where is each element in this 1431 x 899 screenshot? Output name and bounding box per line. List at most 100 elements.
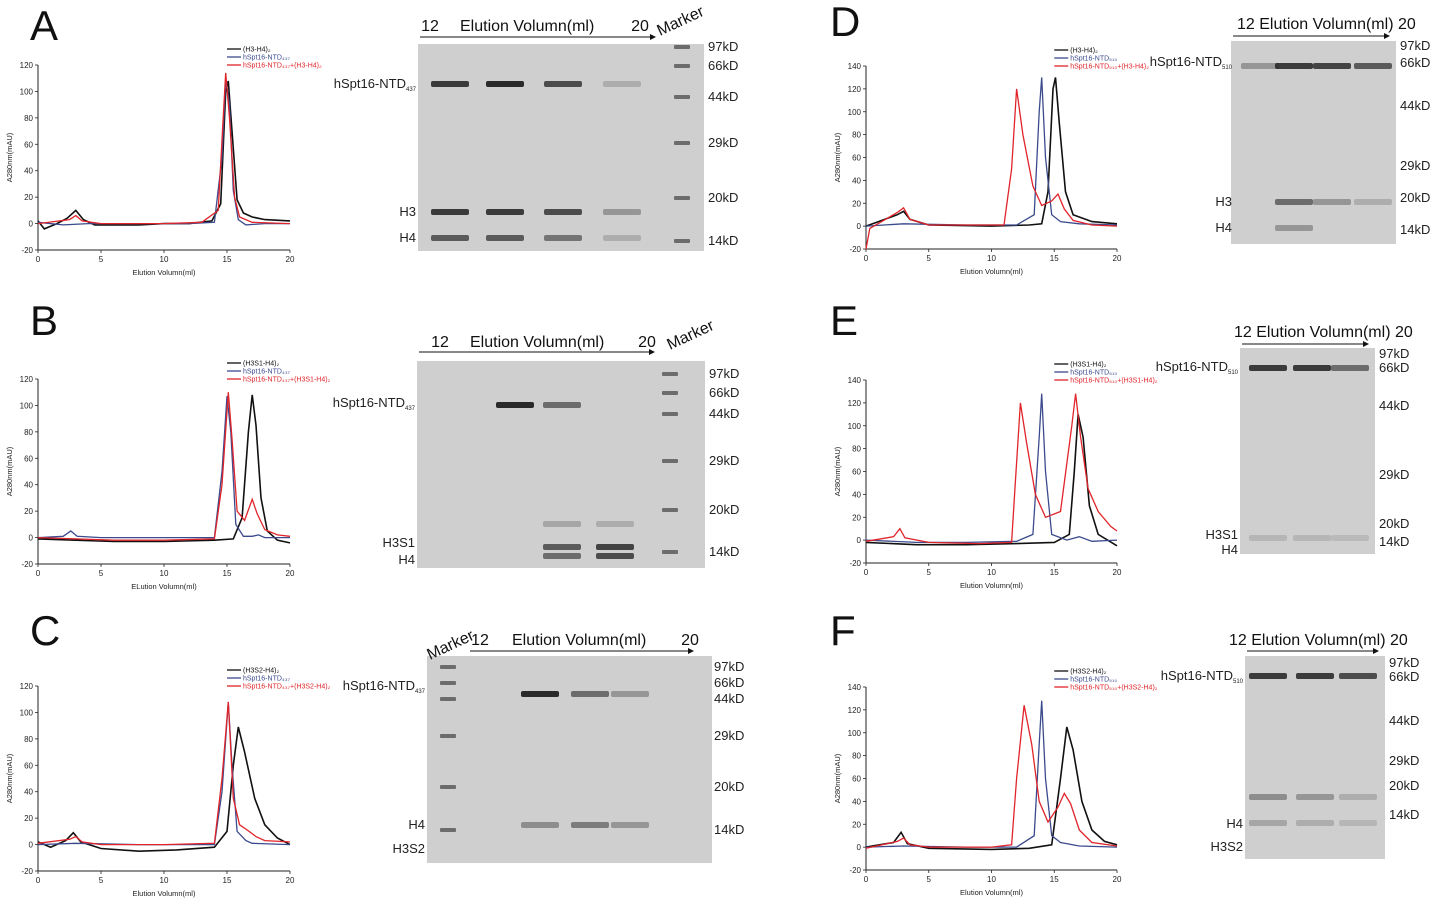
series-line-black	[865, 77, 1118, 227]
y-tick-label: 120	[848, 85, 862, 94]
marker-band	[674, 196, 690, 200]
x-tick-label: 20	[286, 255, 295, 264]
y-tick-label: 40	[24, 788, 33, 797]
marker-band	[662, 391, 678, 395]
panel-label: A	[30, 2, 58, 49]
protein-label: hSpt16-NTD437	[343, 678, 426, 695]
protein-label: H4	[398, 552, 415, 567]
series-line-black	[865, 726, 1118, 851]
protein-band	[596, 553, 634, 559]
protein-label: H4	[399, 230, 416, 245]
protein-label: hSpt16-NTD437	[333, 395, 416, 412]
protein-band	[1293, 535, 1331, 541]
size-marker-label: 14kD	[714, 822, 744, 837]
arrow-head	[649, 349, 655, 355]
series-line-red	[37, 72, 291, 225]
marker-band	[440, 785, 456, 789]
protein-band	[571, 822, 609, 828]
legend-entry: hSpt16-NTD₄₃₇+(H3S2-H4)₂	[243, 684, 331, 691]
size-marker-label: 44kD	[714, 691, 744, 706]
lane-end-label: 20	[681, 632, 699, 649]
y-tick-label: 80	[24, 114, 33, 123]
y-tick-label: 120	[20, 375, 34, 384]
size-marker-label: 44kD	[1379, 398, 1409, 413]
y-tick-label: 0	[29, 534, 34, 543]
marker-band	[674, 64, 690, 68]
y-tick-label: 100	[20, 87, 34, 96]
x-tick-label: 20	[1113, 254, 1122, 263]
series-line-blue	[865, 77, 1118, 227]
protein-band	[611, 822, 649, 828]
x-tick-label: 15	[1050, 254, 1059, 263]
series-line-red	[865, 393, 1118, 545]
elution-volume-label: 12 Elution Volumn(ml) 20	[1234, 324, 1413, 341]
size-marker-label: 14kD	[1400, 222, 1430, 237]
lane-end-label: 20	[631, 18, 649, 35]
x-axis-label: Elution Volumn(ml)	[133, 268, 196, 277]
protein-band	[544, 235, 582, 241]
y-tick-label: 60	[852, 775, 861, 784]
size-marker-label: 66kD	[708, 58, 738, 73]
size-marker-label: 14kD	[1389, 807, 1419, 822]
y-tick-label: -20	[21, 560, 33, 569]
protein-label: H3S1	[1205, 527, 1238, 542]
size-marker-label: 29kD	[708, 135, 738, 150]
y-tick-label: 60	[852, 154, 861, 163]
y-tick-label: 100	[848, 729, 862, 738]
protein-band	[544, 209, 582, 215]
size-marker-label: 29kD	[1379, 467, 1409, 482]
y-axis-label: A280nm(mAU)	[5, 753, 14, 803]
series-line-blue	[37, 396, 290, 539]
size-marker-label: 44kD	[1400, 98, 1430, 113]
protein-label: H3S1	[382, 535, 415, 550]
y-tick-label: 140	[848, 376, 862, 385]
marker-band	[674, 45, 690, 49]
x-tick-label: 15	[1050, 875, 1059, 884]
size-marker-label: 20kD	[1379, 516, 1409, 531]
size-marker-label: 97kD	[714, 659, 744, 674]
y-tick-label: 60	[852, 468, 861, 477]
legend-entry: (H3S1-H4)₂	[243, 361, 279, 368]
gel-image	[418, 44, 704, 251]
size-marker-label: 97kD	[709, 366, 739, 381]
series-line-blue	[37, 78, 290, 226]
x-axis-label: Elution Volumn(ml)	[960, 888, 1023, 897]
size-marker-label: 66kD	[1379, 360, 1409, 375]
x-tick-label: 0	[36, 876, 41, 885]
x-axis-label: Elution Volumn(ml)	[960, 267, 1023, 276]
protein-band	[543, 402, 581, 408]
size-marker-label: 20kD	[709, 502, 739, 517]
protein-band	[1275, 225, 1313, 231]
protein-band	[521, 691, 559, 697]
protein-band	[431, 81, 469, 87]
series-line-black	[37, 726, 291, 853]
protein-band	[1249, 794, 1287, 800]
size-marker-label: 29kD	[709, 453, 739, 468]
y-tick-label: 40	[24, 481, 33, 490]
y-axis-label: A280nm(mAU)	[5, 132, 14, 182]
protein-band	[1354, 63, 1392, 69]
protein-band	[543, 544, 581, 550]
x-tick-label: 20	[286, 569, 295, 578]
protein-band	[611, 691, 649, 697]
arrow-head	[1384, 33, 1390, 39]
size-marker-label: 20kD	[714, 779, 744, 794]
protein-band	[1296, 794, 1334, 800]
x-tick-label: 5	[99, 876, 104, 885]
x-tick-label: 5	[927, 254, 932, 263]
x-axis-label: ELution Volumn(ml)	[131, 582, 197, 591]
x-tick-label: 20	[1113, 875, 1122, 884]
protein-band	[431, 235, 469, 241]
x-tick-label: 10	[987, 875, 996, 884]
x-tick-label: 0	[864, 568, 869, 577]
protein-band	[596, 521, 634, 527]
x-tick-label: 15	[1050, 568, 1059, 577]
size-marker-label: 29kD	[1389, 753, 1419, 768]
protein-band	[1249, 820, 1287, 826]
x-tick-label: 0	[864, 254, 869, 263]
size-marker-label: 20kD	[1400, 190, 1430, 205]
lane-start-label: 12	[471, 632, 489, 649]
x-tick-label: 20	[286, 876, 295, 885]
